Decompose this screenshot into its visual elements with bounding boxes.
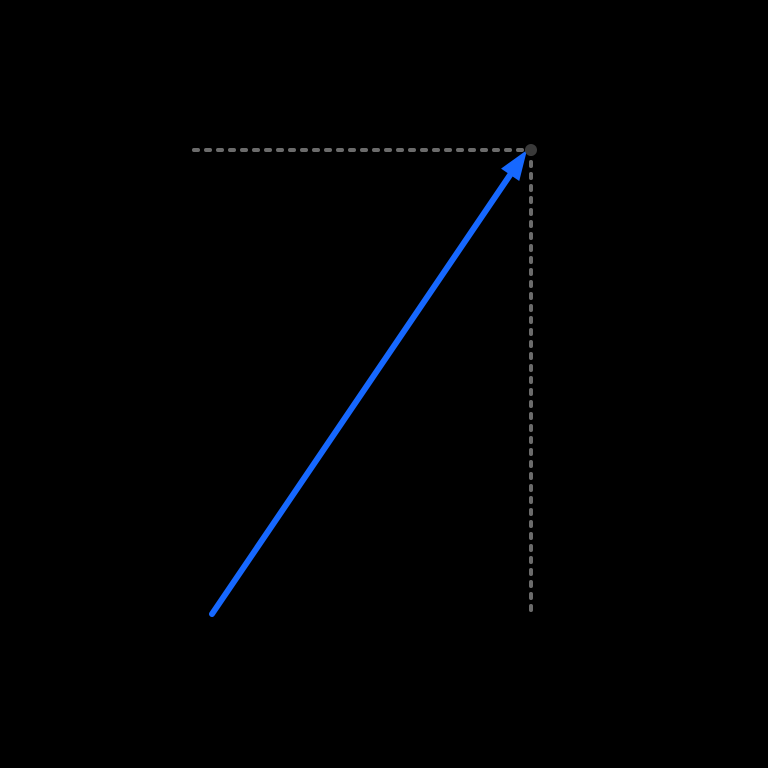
vector-shaft [212, 165, 517, 614]
vector-arrowhead [501, 150, 527, 181]
tip-marker [525, 144, 537, 156]
vector-diagram [0, 0, 768, 768]
